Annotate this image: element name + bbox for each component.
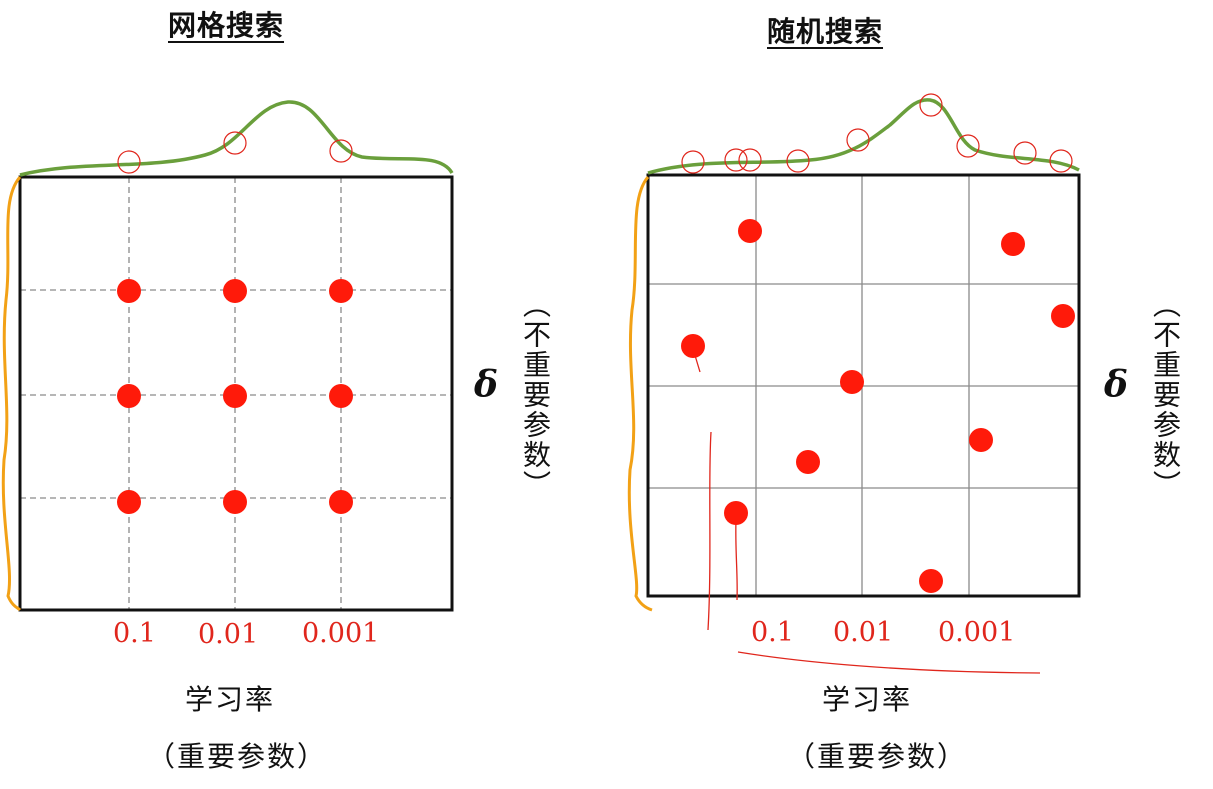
sample-point xyxy=(223,279,247,303)
projection-circles xyxy=(117,131,353,174)
grid-search-title: 网格搜索 xyxy=(168,9,285,42)
sample-point xyxy=(329,279,353,303)
x-axis-label: 学习率 xyxy=(185,683,276,716)
importance-curve xyxy=(19,100,454,177)
random-search-title: 随机搜索 xyxy=(767,15,884,48)
sample-point xyxy=(329,490,353,514)
side-curve xyxy=(1,176,22,612)
projection-circle xyxy=(724,148,748,172)
projection-circles xyxy=(681,93,1073,174)
x-axis-sublabel: （重要参数） xyxy=(147,740,328,773)
projection-circle xyxy=(329,139,353,163)
projection-circle xyxy=(223,131,247,155)
sample-point xyxy=(840,370,864,394)
tick-label: 0.01 xyxy=(198,619,259,650)
projection-circle xyxy=(1049,149,1073,173)
delta-symbol: δ xyxy=(1104,364,1129,406)
sample-point xyxy=(681,334,705,358)
y-axis-label: （不重要参数） xyxy=(519,290,552,500)
tick-label: 0.01 xyxy=(833,617,894,648)
tick-label: 0.001 xyxy=(938,617,1016,648)
projection-circle xyxy=(846,128,870,152)
side-curve xyxy=(627,176,653,612)
sample-point xyxy=(117,384,141,408)
projection-circle xyxy=(956,134,980,158)
random-points xyxy=(681,219,1075,593)
sample-point xyxy=(969,428,993,452)
y-axis-label: （不重要参数） xyxy=(1149,290,1182,500)
tick-label: 0.1 xyxy=(113,618,156,649)
grid-points xyxy=(117,279,353,514)
random-search-frame xyxy=(646,173,1081,598)
sample-point xyxy=(117,279,141,303)
projection-circle xyxy=(919,93,943,117)
sample-point xyxy=(1051,304,1075,328)
grid-search-frame xyxy=(18,175,454,612)
projection-circle xyxy=(738,148,762,172)
tick-label: 0.001 xyxy=(302,618,380,649)
projection-circle xyxy=(681,150,705,174)
sample-point xyxy=(796,450,820,474)
sample-point xyxy=(919,569,943,593)
x-axis-label: 学习率 xyxy=(822,683,913,716)
delta-symbol: δ xyxy=(474,364,499,406)
projection-circle xyxy=(786,149,810,173)
sample-point xyxy=(223,384,247,408)
random-search-panel xyxy=(627,93,1081,674)
projection-circle xyxy=(117,150,141,174)
annotation-stroke xyxy=(737,651,1041,674)
sample-point xyxy=(724,501,748,525)
x-axis-sublabel: （重要参数） xyxy=(787,740,968,773)
sample-point xyxy=(117,490,141,514)
sample-point xyxy=(223,490,247,514)
annotation-stroke xyxy=(735,519,738,601)
annotation-stroke xyxy=(707,431,712,631)
tick-label: 0.1 xyxy=(751,617,794,648)
annotation-strokes xyxy=(693,351,1041,674)
sample-point xyxy=(329,384,353,408)
grid-search-panel xyxy=(1,100,454,612)
sample-point xyxy=(738,219,762,243)
projection-circle xyxy=(1013,141,1037,165)
importance-curve xyxy=(647,98,1080,175)
sample-point xyxy=(1001,232,1025,256)
